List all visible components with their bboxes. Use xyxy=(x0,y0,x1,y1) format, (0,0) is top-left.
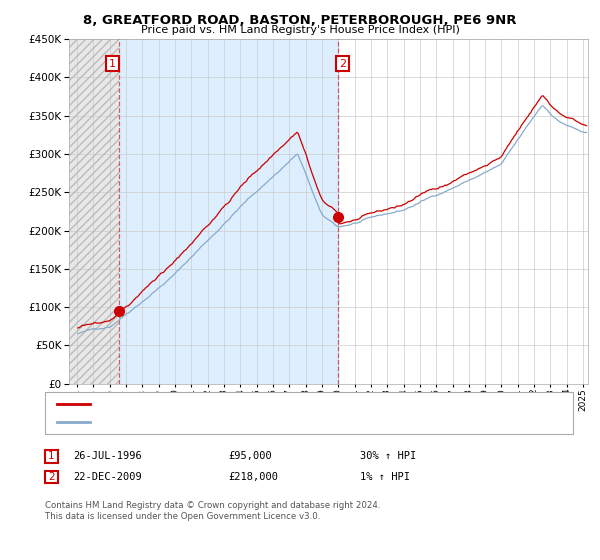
Bar xyxy=(119,39,338,384)
Text: 1: 1 xyxy=(109,59,116,69)
Text: 1: 1 xyxy=(48,451,55,461)
Text: HPI: Average price, detached house, South Kesteven: HPI: Average price, detached house, Sout… xyxy=(96,417,353,427)
Text: £218,000: £218,000 xyxy=(228,472,278,482)
Text: 30% ↑ HPI: 30% ↑ HPI xyxy=(360,451,416,461)
Text: £95,000: £95,000 xyxy=(228,451,272,461)
Text: 26-JUL-1996: 26-JUL-1996 xyxy=(73,451,142,461)
Bar xyxy=(69,39,119,384)
Text: 8, GREATFORD ROAD, BASTON, PETERBOROUGH, PE6 9NR (detached house): 8, GREATFORD ROAD, BASTON, PETERBOROUGH,… xyxy=(96,399,472,409)
Text: 2: 2 xyxy=(48,472,55,482)
Text: 8, GREATFORD ROAD, BASTON, PETERBOROUGH, PE6 9NR: 8, GREATFORD ROAD, BASTON, PETERBOROUGH,… xyxy=(83,14,517,27)
Text: Contains HM Land Registry data © Crown copyright and database right 2024.
This d: Contains HM Land Registry data © Crown c… xyxy=(45,501,380,521)
Bar xyxy=(69,39,119,384)
Text: 1% ↑ HPI: 1% ↑ HPI xyxy=(360,472,410,482)
Text: Price paid vs. HM Land Registry's House Price Index (HPI): Price paid vs. HM Land Registry's House … xyxy=(140,25,460,35)
Text: 2: 2 xyxy=(339,59,346,69)
Text: 22-DEC-2009: 22-DEC-2009 xyxy=(73,472,142,482)
